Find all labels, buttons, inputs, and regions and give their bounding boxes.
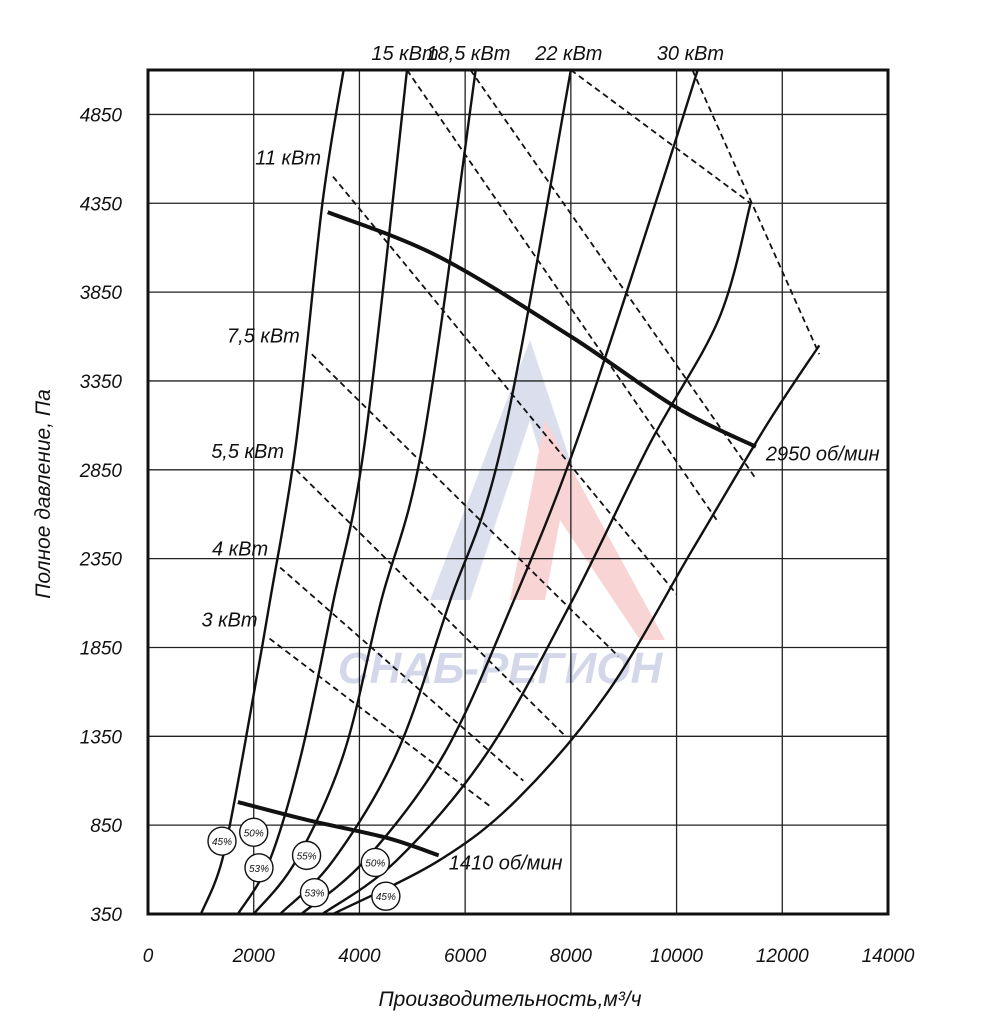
efficiency-marker <box>239 817 269 847</box>
power-line <box>269 637 493 809</box>
speed-line-label: 1410 об/мин <box>449 852 563 874</box>
speed-lines: 2950 об/мин 1410 об/мин <box>237 210 880 874</box>
y-tick-label: 350 <box>90 905 122 926</box>
speed-line <box>237 800 440 858</box>
y-tick-label: 3350 <box>80 372 123 393</box>
y-tick-label: 2350 <box>79 550 123 571</box>
x-tick-label: 6000 <box>444 946 487 967</box>
x-tick-label: 8000 <box>550 946 593 967</box>
speed-line <box>326 210 757 449</box>
efficiency-marker <box>371 881 401 911</box>
efficiency-label: 53% <box>249 864 269 875</box>
x-tick-label: 12000 <box>756 946 809 967</box>
fan-curve <box>252 70 477 914</box>
efficiency-label: 50% <box>365 858 385 869</box>
efficiency-label: 55% <box>297 851 317 862</box>
grid <box>147 70 889 915</box>
power-line-label: 18,5 кВт <box>426 43 510 65</box>
power-line-label: 11 кВт <box>255 148 321 170</box>
y-tick-label: 3850 <box>80 283 123 304</box>
efficiency-label: 45% <box>212 837 232 848</box>
efficiency-label: 45% <box>376 892 396 903</box>
fan-curve <box>199 70 345 914</box>
efficiency-marker <box>299 877 330 908</box>
efficiency-marker <box>244 853 274 883</box>
power-line-label: 30 кВт <box>657 43 724 65</box>
y-axis-title: Полное давление, Па <box>32 389 55 599</box>
fan-curve <box>236 70 409 914</box>
plot-frame <box>146 68 890 916</box>
x-tick-label: 14000 <box>862 946 915 967</box>
power-line-label: 5,5 кВт <box>211 441 284 463</box>
fan-curve <box>279 70 573 914</box>
power-line <box>570 70 752 204</box>
y-tick-label: 2850 <box>79 461 123 482</box>
power-line-label: 22 кВт <box>534 43 602 65</box>
x-tick-label: 0 <box>143 946 154 967</box>
watermark-text: СНАБ-РЕГИОН <box>338 644 664 693</box>
efficiency-markers: 45% 50% 53% 55% 53% 50% 45% <box>207 817 401 911</box>
power-line <box>406 70 720 524</box>
speed-line-label: 2950 об/мин <box>765 444 880 466</box>
power-line <box>469 70 757 480</box>
x-axis-title: Производительность,м³/ч <box>378 988 641 1011</box>
watermark: СНАБ-РЕГИОН <box>338 340 665 693</box>
power-line-label: 4 кВт <box>212 539 268 561</box>
power-line-label: 7,5 кВт <box>227 325 300 347</box>
x-tick-label: 2000 <box>232 946 276 967</box>
efficiency-marker <box>360 847 390 878</box>
y-tick-label: 1850 <box>80 638 123 659</box>
y-tick-label: 4350 <box>80 194 123 215</box>
power-line-label: 3 кВт <box>201 610 257 632</box>
fan-curve <box>321 202 752 914</box>
efficiency-label: 50% <box>244 828 264 839</box>
fan-curve <box>332 344 821 914</box>
power-line <box>295 469 567 737</box>
x-tick-label: 4000 <box>338 946 381 967</box>
x-tick-label: 10000 <box>650 946 703 967</box>
y-tick-label: 850 <box>90 816 122 837</box>
efficiency-marker <box>207 826 237 856</box>
efficiency-marker <box>291 840 322 871</box>
watermark-logo-red <box>510 420 665 640</box>
y-tick-label: 1350 <box>80 727 123 748</box>
power-line <box>691 70 821 355</box>
power-line <box>311 353 620 657</box>
power-line-label: 15 кВт <box>371 43 438 65</box>
fan-curve <box>300 70 699 914</box>
efficiency-label: 53% <box>304 889 324 900</box>
y-tick-label: 4850 <box>80 105 123 126</box>
fan-curves <box>199 70 821 914</box>
power-lines: 3 кВт 4 кВт 5,5 кВт 7,5 кВт 11 кВт 15 кВт18,5… <box>201 43 821 809</box>
power-line <box>279 566 524 782</box>
tick-labels: 0 2000 4000 6000 8000 10000 12000 14000 350 850 13… <box>79 105 915 967</box>
power-line <box>332 176 678 595</box>
